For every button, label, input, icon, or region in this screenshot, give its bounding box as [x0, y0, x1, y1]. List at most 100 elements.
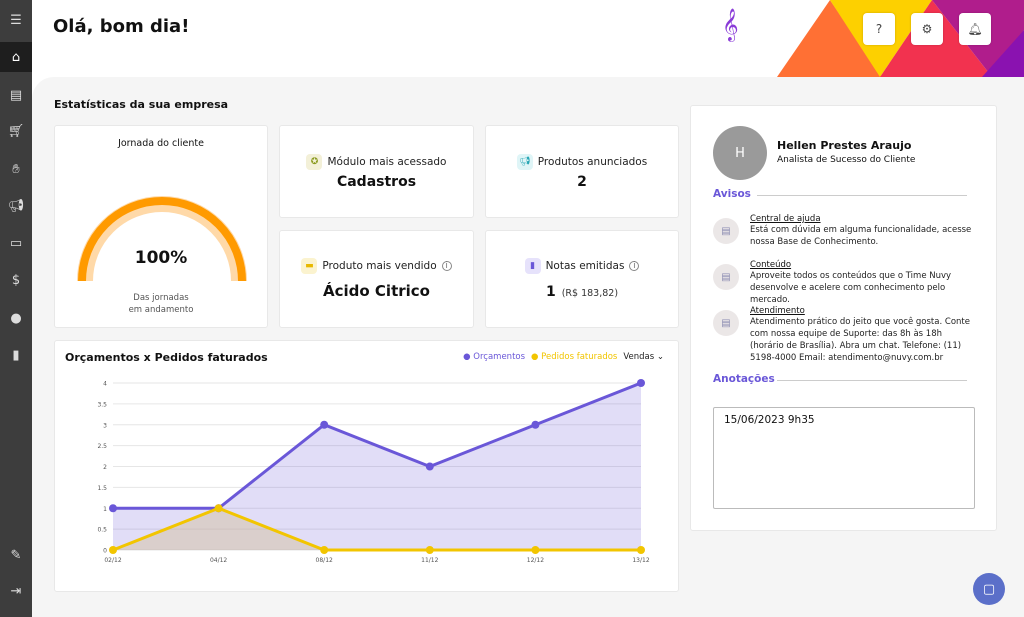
- document-icon[interactable]: ▮: [12, 347, 20, 363]
- invoices-amount: (R$ 183,82): [561, 288, 619, 299]
- y-tick-label: 2.5: [97, 443, 107, 450]
- logout-icon[interactable]: ⇥: [10, 583, 22, 599]
- new-document-icon[interactable]: ▤: [9, 87, 23, 103]
- products-card: 📢︎ Produtos anunciados 2: [485, 125, 679, 218]
- help-button[interactable]: ?: [863, 13, 895, 45]
- journey-caption-2: em andamento: [128, 305, 194, 315]
- filter-value: Vendas: [623, 352, 655, 362]
- module-label: Módulo mais acessado: [327, 155, 447, 168]
- cart-icon[interactable]: 🛒︎: [7, 123, 25, 139]
- products-value: 2: [577, 173, 587, 190]
- megaphone-icon[interactable]: 📢︎: [7, 198, 25, 214]
- best-seller-card: ▬ Produto mais vendido i Ácido Citrico: [279, 230, 474, 328]
- data-point: [214, 504, 223, 513]
- best-seller-label: Produto mais vendido: [322, 260, 437, 272]
- module-card: ✪ Módulo mais acessado Cadastros: [279, 125, 474, 218]
- data-point: [425, 546, 434, 554]
- legend-pedidos[interactable]: ● Pedidos faturados: [531, 352, 618, 362]
- aviso-title[interactable]: Conteúdo: [750, 260, 792, 270]
- invoices-label: Notas emitidas: [545, 260, 625, 272]
- data-point: [109, 504, 117, 513]
- best-seller-value: Ácido Citrico: [323, 282, 430, 300]
- line-chart: 0 0.5 1 1.5 2 2.5 3 3.5 4 02/12 04/12 08/12 11/12 12/…: [97, 379, 650, 564]
- gear-icon: ⚙: [921, 22, 933, 36]
- info-icon[interactable]: i: [441, 261, 452, 271]
- series-area: [113, 383, 641, 550]
- aviso-item[interactable]: ▤ Conteúdo Aproveite todos os conteúdos qu…: [713, 260, 973, 306]
- data-point: [109, 546, 117, 554]
- journey-title: Jornada do cliente: [118, 138, 204, 149]
- legend-label: Pedidos faturados: [541, 352, 618, 362]
- data-point: [637, 379, 645, 387]
- notes-textarea[interactable]: 15/06/2023 9h35: [713, 407, 975, 509]
- profile-role: Analista de Sucesso do Cliente: [777, 155, 916, 165]
- x-tick-label: 08/12: [316, 557, 333, 564]
- journey-card: Jornada do cliente 100% Das jornadas em …: [54, 125, 268, 328]
- aviso-item[interactable]: ▤ Central de ajuda Está com dúvida em algu…: [713, 214, 973, 248]
- home-icon[interactable]: ⌂: [0, 42, 32, 72]
- x-tick-label: 02/12: [104, 557, 121, 564]
- megaphone-icon: 📢︎: [516, 153, 533, 170]
- module-value: Cadastros: [336, 173, 417, 190]
- data-point: [320, 420, 329, 429]
- journey-caption-1: Das jornadas: [133, 293, 189, 303]
- chevron-down-icon: ⌄: [656, 352, 664, 362]
- aviso-item[interactable]: ▤ Atendimento Atendimento prático do jeito…: [713, 306, 973, 364]
- series-line: [112, 506, 641, 552]
- journey-value: 100%: [134, 248, 188, 268]
- chat-launcher-button[interactable]: ▢: [973, 573, 1005, 605]
- user-edit-icon[interactable]: ✎: [10, 547, 22, 563]
- document-icon: ▤: [713, 310, 739, 336]
- chart-legend: ● Orçamentos ● Pedidos faturados Vendas …: [463, 352, 664, 362]
- legend-orcamentos[interactable]: ● Orçamentos: [463, 352, 526, 362]
- medal-icon: ✪: [306, 153, 323, 170]
- aviso-text: Está com dúvida em alguma funcionalidade…: [750, 225, 972, 247]
- divider: [757, 195, 967, 196]
- journey-gauge: [77, 196, 247, 282]
- greeting: Olá, bom dia!: [53, 16, 190, 37]
- y-tick-label: 1.5: [97, 485, 107, 492]
- settings-button[interactable]: ⚙: [911, 13, 943, 45]
- menu-icon[interactable]: ☰: [10, 12, 22, 28]
- dollar-icon[interactable]: $: [11, 272, 21, 288]
- data-point: [531, 420, 540, 429]
- y-tick-label: 1: [103, 506, 107, 513]
- avisos-title: Avisos: [713, 188, 751, 200]
- section-title: Estatísticas da sua empresa: [54, 98, 229, 111]
- y-tick-label: 0.5: [97, 527, 107, 534]
- contact-icon[interactable]: ●: [10, 310, 22, 326]
- aviso-text: Aproveite todos os conteúdos que o Time …: [750, 271, 952, 305]
- avatar: H: [713, 126, 767, 180]
- y-tick-label: 3.5: [97, 401, 107, 408]
- profile-name: Hellen Prestes Araujo: [777, 139, 912, 152]
- sales-hand-icon[interactable]: ✋︎: [12, 161, 20, 177]
- data-point: [531, 546, 540, 554]
- y-tick-label: 3: [103, 422, 107, 429]
- products-label: Produtos anunciados: [537, 155, 648, 168]
- y-tick-label: 2: [103, 464, 107, 471]
- sidebar: ☰ ⌂ ▤ 🛒︎ ✋︎ 📢︎ ▭ $ ● ▮ ✎ ⇥: [0, 0, 32, 617]
- document-icon: ▤: [713, 264, 739, 290]
- aviso-title[interactable]: Atendimento: [750, 306, 805, 316]
- data-point: [425, 462, 434, 471]
- series-line: [113, 381, 642, 510]
- header: Olá, bom dia! 𝄞 ? ⚙ 🔔︎: [32, 0, 1024, 77]
- y-tick-label: 0: [103, 548, 107, 555]
- box-icon: ▬: [301, 258, 318, 274]
- invoice-icon: ▮: [524, 258, 541, 274]
- chat-icon: ▢: [982, 581, 996, 597]
- aviso-title[interactable]: Central de ajuda: [750, 214, 821, 224]
- filter-dropdown[interactable]: Vendas ⌄: [623, 352, 664, 362]
- x-tick-label: 11/12: [421, 557, 438, 564]
- billing-icon[interactable]: ▭: [9, 235, 23, 251]
- divider: [777, 380, 967, 381]
- notes-title: Anotações: [713, 373, 775, 385]
- legend-label: Orçamentos: [473, 352, 526, 362]
- logo-treble-clef: 𝄞: [722, 8, 739, 41]
- bell-icon: 🔔︎: [967, 22, 983, 36]
- info-icon[interactable]: i: [629, 261, 640, 271]
- notifications-button[interactable]: 🔔︎: [959, 13, 991, 45]
- y-tick-label: 4: [103, 381, 107, 388]
- data-point: [320, 546, 329, 554]
- invoices-value: 1: [545, 284, 556, 300]
